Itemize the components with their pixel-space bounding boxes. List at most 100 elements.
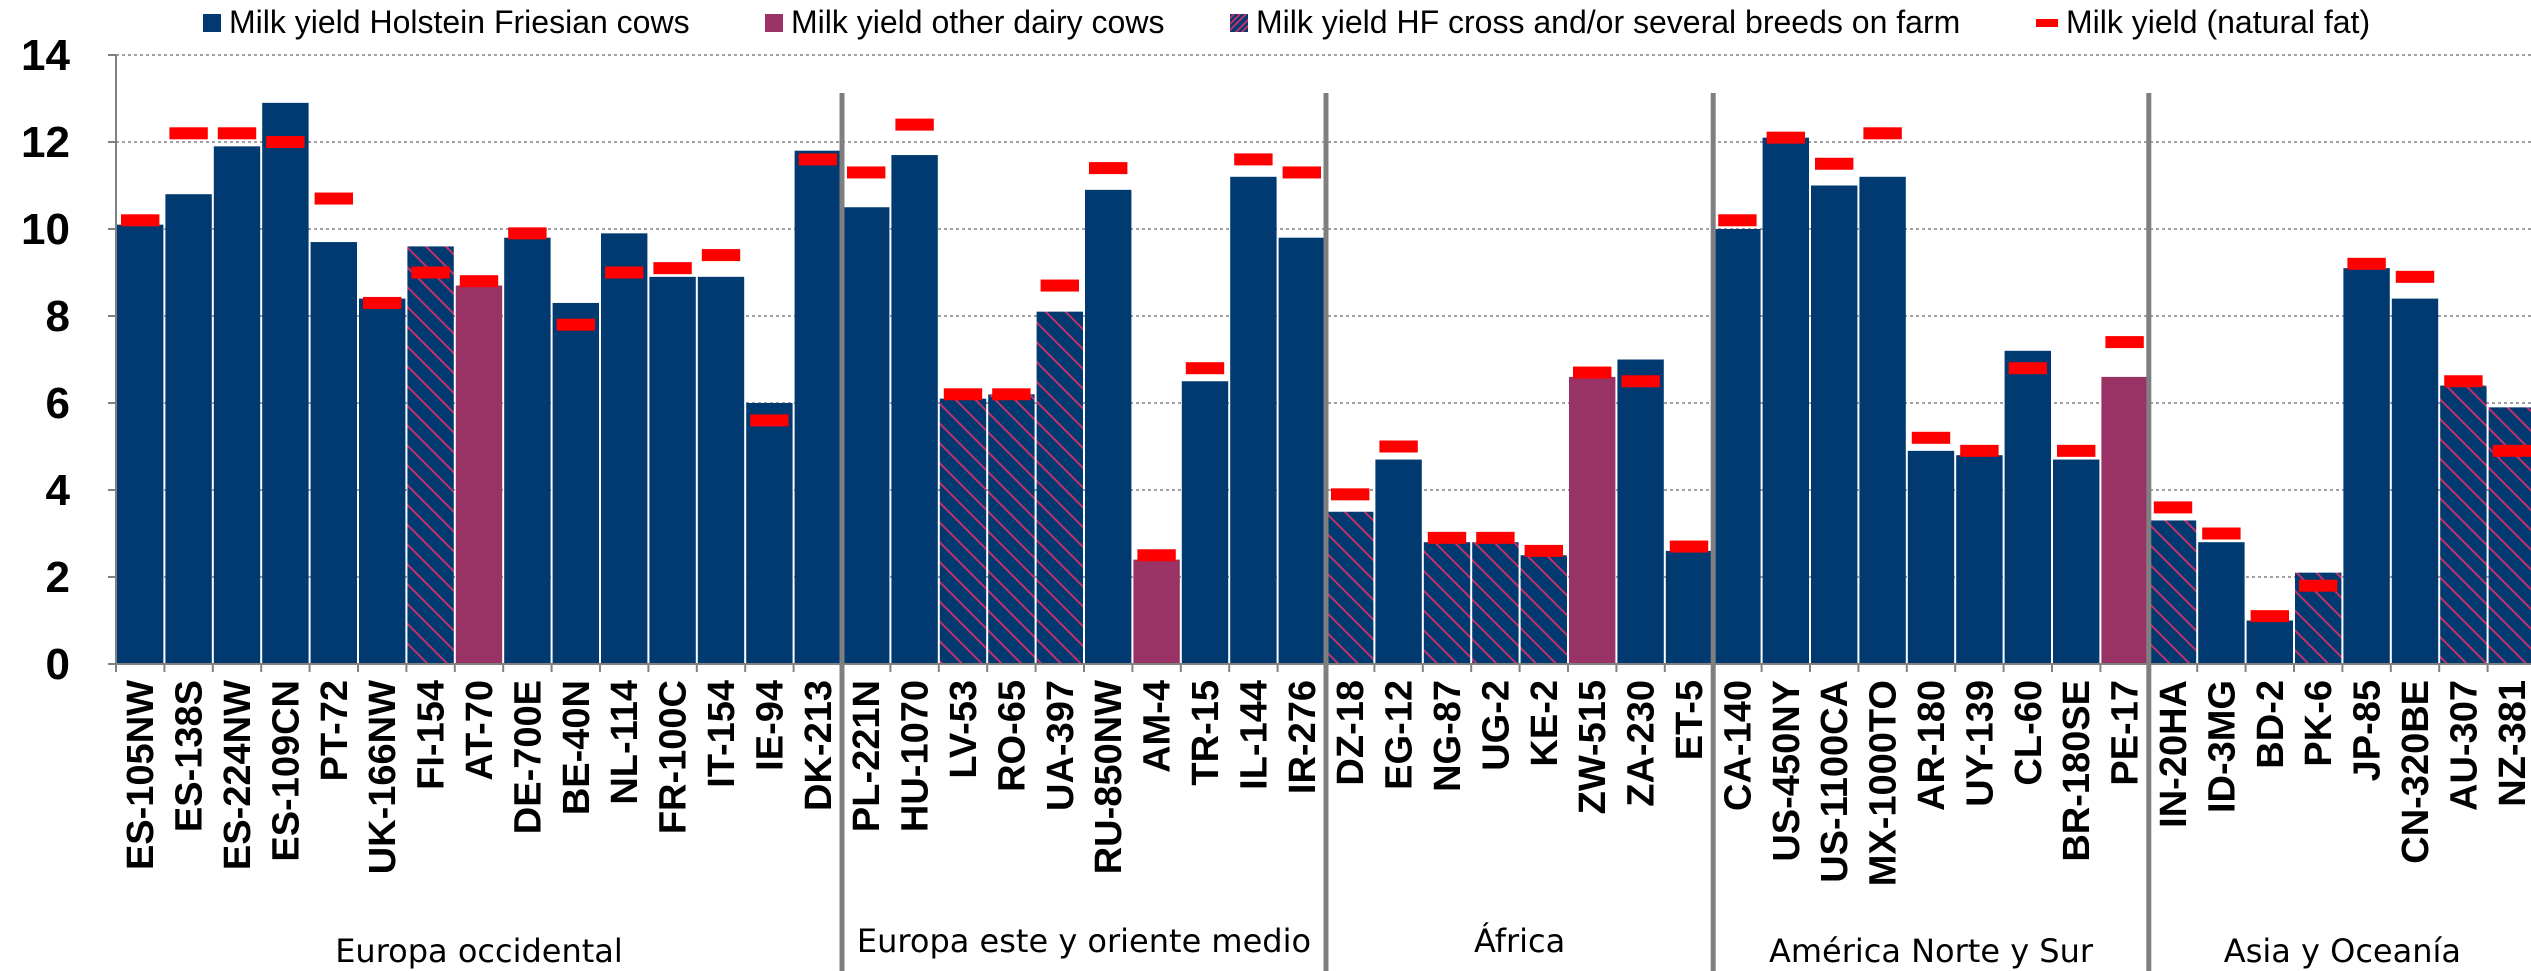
x-tick-label: AR-180	[1911, 680, 1953, 811]
natural-fat-marker-TR-15	[1185, 362, 1225, 375]
natural-fat-marker-ES-138S	[169, 127, 208, 140]
x-tick-label: IR-276	[1282, 680, 1324, 794]
bar-MX-1000TO	[1859, 176, 1906, 665]
natural-fat-marker-US-450NY	[1766, 131, 1805, 144]
x-tick-label: NZ-381	[2492, 680, 2531, 807]
x-tick-label: ES-138S	[169, 680, 211, 832]
legend-cross: Milk yield HF cross and/or several breed…	[1230, 4, 1960, 41]
x-tick-label: HU-1070	[895, 680, 937, 832]
natural-fat-marker-UY-139	[1960, 444, 1999, 457]
y-tick-label: 12	[21, 118, 70, 167]
bar-AM-4	[1133, 559, 1180, 664]
bar-DK-213	[794, 150, 841, 664]
y-tick-labels: 0 2 4 6 8 10 12 14	[21, 31, 70, 689]
bar-DZ-18	[1327, 511, 1374, 664]
natural-fat-marker-AT-70	[459, 275, 499, 288]
bar-AR-180	[1907, 450, 1955, 664]
bar-EG-12	[1375, 459, 1422, 664]
legend-natural-fat-swatch	[2036, 18, 2058, 27]
bar-UY-139	[1956, 455, 2003, 664]
natural-fat-marker-IL-144	[1234, 153, 1273, 166]
x-tick-label: DZ-18	[1330, 680, 1372, 786]
chart-legend: Milk yield Holstein Friesian cows Milk y…	[0, 4, 2531, 48]
bar-BD-2	[2246, 620, 2293, 664]
natural-fat-marker-BE-40N	[556, 318, 595, 331]
bar-BR-180SE	[2053, 459, 2100, 664]
natural-fat-marker-NL-114	[605, 266, 644, 279]
bar-TR-15	[1181, 381, 1229, 664]
bar-AU-307	[2440, 385, 2487, 664]
x-tick-label: ZA-230	[1621, 680, 1663, 807]
natural-fat-marker-CA-140	[1718, 214, 1757, 227]
x-tick-label: CA-140	[1717, 680, 1759, 811]
bar-LV-53	[939, 398, 987, 664]
natural-fat-marker-AR-180	[1911, 431, 1951, 444]
bar-ES-109CN	[262, 102, 309, 665]
x-tick-label: MX-1000TO	[1863, 680, 1905, 886]
x-tick-label: PE-17	[2105, 680, 2147, 786]
x-tick-label: TR-15	[1185, 680, 1227, 786]
x-tick-label: UK-166NW	[362, 680, 404, 874]
natural-fat-marker-NG-87	[1427, 531, 1467, 544]
bar-RO-65	[988, 394, 1035, 664]
x-tick-label: IN-20HA	[2153, 680, 2195, 828]
legend-cross-swatch	[1230, 13, 1248, 32]
x-tick-label: RO-65	[991, 680, 1033, 792]
x-tick-label: CL-60	[2008, 680, 2050, 786]
y-tick-label: 0	[46, 640, 70, 689]
natural-fat-marker-ES-109CN	[266, 136, 305, 148]
legend-natural-fat: Milk yield (natural fat)	[2036, 4, 2370, 41]
bar-NG-87	[1423, 542, 1471, 664]
natural-fat-marker-PK-6	[2299, 579, 2338, 592]
region-separators	[839, 93, 2152, 971]
x-tick-label: US-1100CA	[1814, 680, 1856, 883]
bar-JP-85	[2343, 268, 2390, 664]
x-tick-label: UG-2	[1475, 680, 1517, 771]
bar-RU-850NW	[1085, 189, 1132, 664]
legend-holstein-label: Milk yield Holstein Friesian cows	[229, 4, 690, 40]
natural-fat-marker-DE-700E	[508, 227, 547, 240]
x-tick-label: IE-94	[749, 680, 791, 771]
natural-fat-marker-PL-221N	[847, 166, 886, 179]
bar-HU-1070	[891, 155, 938, 665]
x-tick-label: NL-114	[604, 680, 646, 805]
region-label: África	[1474, 922, 1565, 960]
x-tick-label: UA-397	[1040, 680, 1082, 811]
bar-PE-17	[2101, 376, 2148, 664]
region-label: América Norte y Sur	[1769, 932, 2094, 970]
natural-fat-marker-ET-5	[1669, 540, 1709, 553]
x-tick-label: IL-144	[1233, 680, 1275, 790]
natural-fat-marker-DK-213	[798, 153, 837, 166]
bar-IL-144	[1230, 176, 1277, 665]
natural-fat-marker-US-1100CA	[1815, 157, 1854, 170]
natural-fat-marker-BR-180SE	[2057, 444, 2096, 457]
natural-fat-marker-EG-12	[1379, 440, 1418, 453]
region-labels: Europa occidental Europa este y oriente m…	[335, 922, 2461, 970]
natural-fat-marker-ZW-515	[1573, 366, 1612, 379]
x-tick-label: ZW-515	[1572, 680, 1614, 814]
legend-holstein-swatch	[203, 13, 221, 32]
x-tick-label: KE-2	[1524, 680, 1566, 767]
bar-ES-138S	[165, 194, 212, 664]
legend-other: Milk yield other dairy cows	[765, 4, 1164, 41]
natural-fat-marker-AU-307	[2444, 375, 2483, 388]
natural-fat-marker-FR-100C	[653, 262, 692, 275]
y-tick-label: 8	[46, 292, 70, 341]
natural-fat-marker-ES-224NW	[217, 127, 257, 140]
natural-fat-marker-IE-94	[750, 414, 789, 427]
bar-US-450NY	[1762, 137, 1809, 664]
natural-fat-marker-UK-166NW	[363, 296, 402, 309]
natural-fat-marker-RO-65	[992, 388, 1031, 401]
x-tick-label: IT-154	[701, 680, 743, 788]
bar-KE-2	[1520, 555, 1567, 664]
x-tick-label: ID-3MG	[2201, 680, 2243, 813]
x-tick-label: PK-6	[2298, 680, 2340, 767]
natural-fat-marker-CN-320BE	[2395, 270, 2435, 283]
x-tick-label: RU-850NW	[1088, 680, 1130, 874]
region-label: Europa occidental	[335, 932, 623, 970]
bar-CA-140	[1714, 229, 1761, 664]
x-tick-label: BE-40N	[556, 680, 598, 815]
x-tick-label: ES-109CN	[265, 680, 307, 862]
natural-fat-marker-KE-2	[1524, 544, 1563, 557]
